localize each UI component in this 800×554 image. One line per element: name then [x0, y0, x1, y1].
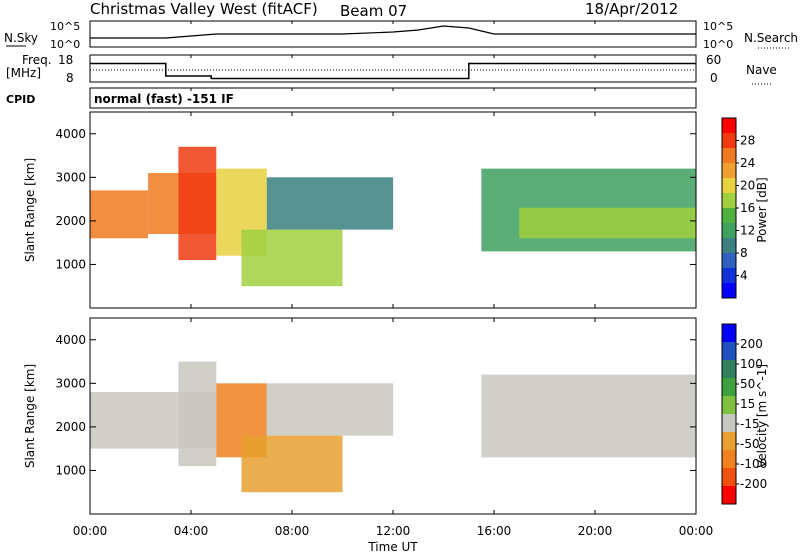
colorbar-tick-label: 16 — [740, 201, 755, 215]
colorbar-segment — [722, 342, 736, 361]
colorbar-tick-label: 4 — [740, 269, 748, 283]
colorbar-segment — [722, 163, 736, 179]
colorbar-segment — [722, 450, 736, 469]
colorbar-tick-label: -100 — [740, 457, 767, 471]
noise-series — [90, 25, 696, 39]
freq-tick-bottom: 8 — [66, 71, 74, 85]
cpid-label: CPID — [6, 93, 35, 106]
velocity-colorbar: 200 100 50 15 -15 -50 -100 -200 — [721, 323, 767, 505]
colorbar-segment — [722, 360, 736, 379]
x-tick-label: 00:00 — [73, 524, 108, 538]
y-tick-label: 4000 — [55, 333, 86, 347]
freq-label: Freq. — [22, 53, 52, 67]
nsky-tick-bottom: 10^0 — [50, 38, 80, 51]
power-y-axis: 4000 3000 2000 1000 — [55, 127, 696, 271]
nsearch-tick-bottom: 10^0 — [703, 38, 733, 51]
nsky-label: N.Sky — [4, 31, 38, 45]
heatmap-region — [519, 207, 697, 239]
colorbar-tick-label: 12 — [740, 224, 755, 238]
colorbar-segment — [722, 324, 736, 343]
heatmap-region — [178, 361, 217, 467]
nsky-tick-top: 10^5 — [50, 20, 80, 33]
colorbar-segment — [722, 193, 736, 209]
colorbar-tick-label: 20 — [740, 179, 755, 193]
power-colorbar-label: Power [dB] — [755, 177, 769, 242]
colorbar-segment — [722, 133, 736, 149]
heatmap-region — [178, 146, 217, 260]
y-tick-label: 2000 — [55, 420, 86, 434]
power-ylabel: Slant Range [km] — [23, 158, 37, 262]
colorbar-tick-label: 8 — [740, 246, 748, 260]
colorbar-tick-label: 200 — [740, 337, 763, 351]
x-tick-label: 04:00 — [174, 524, 209, 538]
colorbar-tick-label: -200 — [740, 477, 767, 491]
colorbar-segment — [722, 238, 736, 254]
colorbar-segment — [722, 118, 736, 134]
heatmap-region — [90, 190, 149, 239]
x-tick-label: 08:00 — [275, 524, 310, 538]
xaxis-label: Time UT — [367, 540, 418, 554]
velocity-ylabel: Slant Range [km] — [23, 364, 37, 468]
colorbar-tick-label: 28 — [740, 134, 755, 148]
time-axis: 00:00 04:00 08:00 12:00 16:00 20:00 00:00 — [73, 21, 714, 538]
y-tick-label: 2000 — [55, 214, 86, 228]
nsearch-label: N.Search — [744, 31, 798, 45]
colorbar-segment — [722, 223, 736, 239]
nsearch-tick-top: 10^5 — [703, 20, 733, 33]
heatmap-region — [266, 177, 394, 230]
x-tick-label: 00:00 — [679, 524, 714, 538]
colorbar-segment — [722, 178, 736, 194]
heatmap-region — [241, 229, 343, 287]
colorbar-segment — [722, 414, 736, 433]
colorbar-segment — [722, 486, 736, 505]
cpid-text: normal (fast) -151 IF — [94, 92, 234, 106]
y-tick-label: 4000 — [55, 127, 86, 141]
colorbar-tick-label: -50 — [740, 437, 760, 451]
power-heatmap — [90, 146, 697, 287]
power-colorbar: 28 24 20 16 12 8 4 — [721, 117, 755, 299]
colorbar-segment — [722, 396, 736, 415]
velocity-y-axis: 4000 3000 2000 1000 — [55, 333, 696, 477]
x-tick-label: 12:00 — [376, 524, 411, 538]
colorbar-frame — [721, 323, 737, 505]
beam-label: Beam 07 — [340, 2, 407, 20]
colorbar-segment — [722, 432, 736, 451]
x-tick-label: 20:00 — [578, 524, 613, 538]
nave-tick-top: 60 — [706, 53, 721, 67]
date-label: 18/Apr/2012 — [585, 0, 678, 18]
heatmap-region — [266, 383, 394, 436]
colorbar-tick-label: 15 — [740, 397, 755, 411]
heatmap-region — [481, 374, 696, 458]
station-title: Christmas Valley West (fitACF) — [90, 0, 318, 18]
y-tick-label: 1000 — [55, 257, 86, 271]
colorbar-tick-label: -15 — [740, 417, 760, 431]
y-tick-label: 3000 — [55, 170, 86, 184]
colorbar-tick-label: 100 — [740, 357, 763, 371]
colorbar-segment — [722, 283, 736, 299]
colorbar-tick-label: 50 — [740, 377, 755, 391]
heatmap-region — [241, 435, 343, 493]
colorbar-segment — [722, 148, 736, 164]
freq-tick-top: 18 — [58, 53, 73, 67]
velocity-colorbar-label: Velocity [m s^-1] — [755, 364, 769, 468]
colorbar-segment — [722, 253, 736, 269]
nave-tick-bottom: 0 — [710, 71, 718, 85]
x-tick-label: 16:00 — [477, 524, 512, 538]
colorbar-segment — [722, 268, 736, 284]
colorbar-segment — [722, 378, 736, 397]
velocity-heatmap — [90, 361, 696, 493]
y-tick-label: 1000 — [55, 463, 86, 477]
colorbar-segment — [722, 468, 736, 487]
y-tick-label: 3000 — [55, 376, 86, 390]
freq-unit-label: [MHz] — [6, 66, 41, 80]
nave-label: Nave — [746, 63, 777, 77]
colorbar-tick-label: 24 — [740, 156, 755, 170]
frequency-series — [90, 62, 696, 80]
colorbar-segment — [722, 208, 736, 224]
